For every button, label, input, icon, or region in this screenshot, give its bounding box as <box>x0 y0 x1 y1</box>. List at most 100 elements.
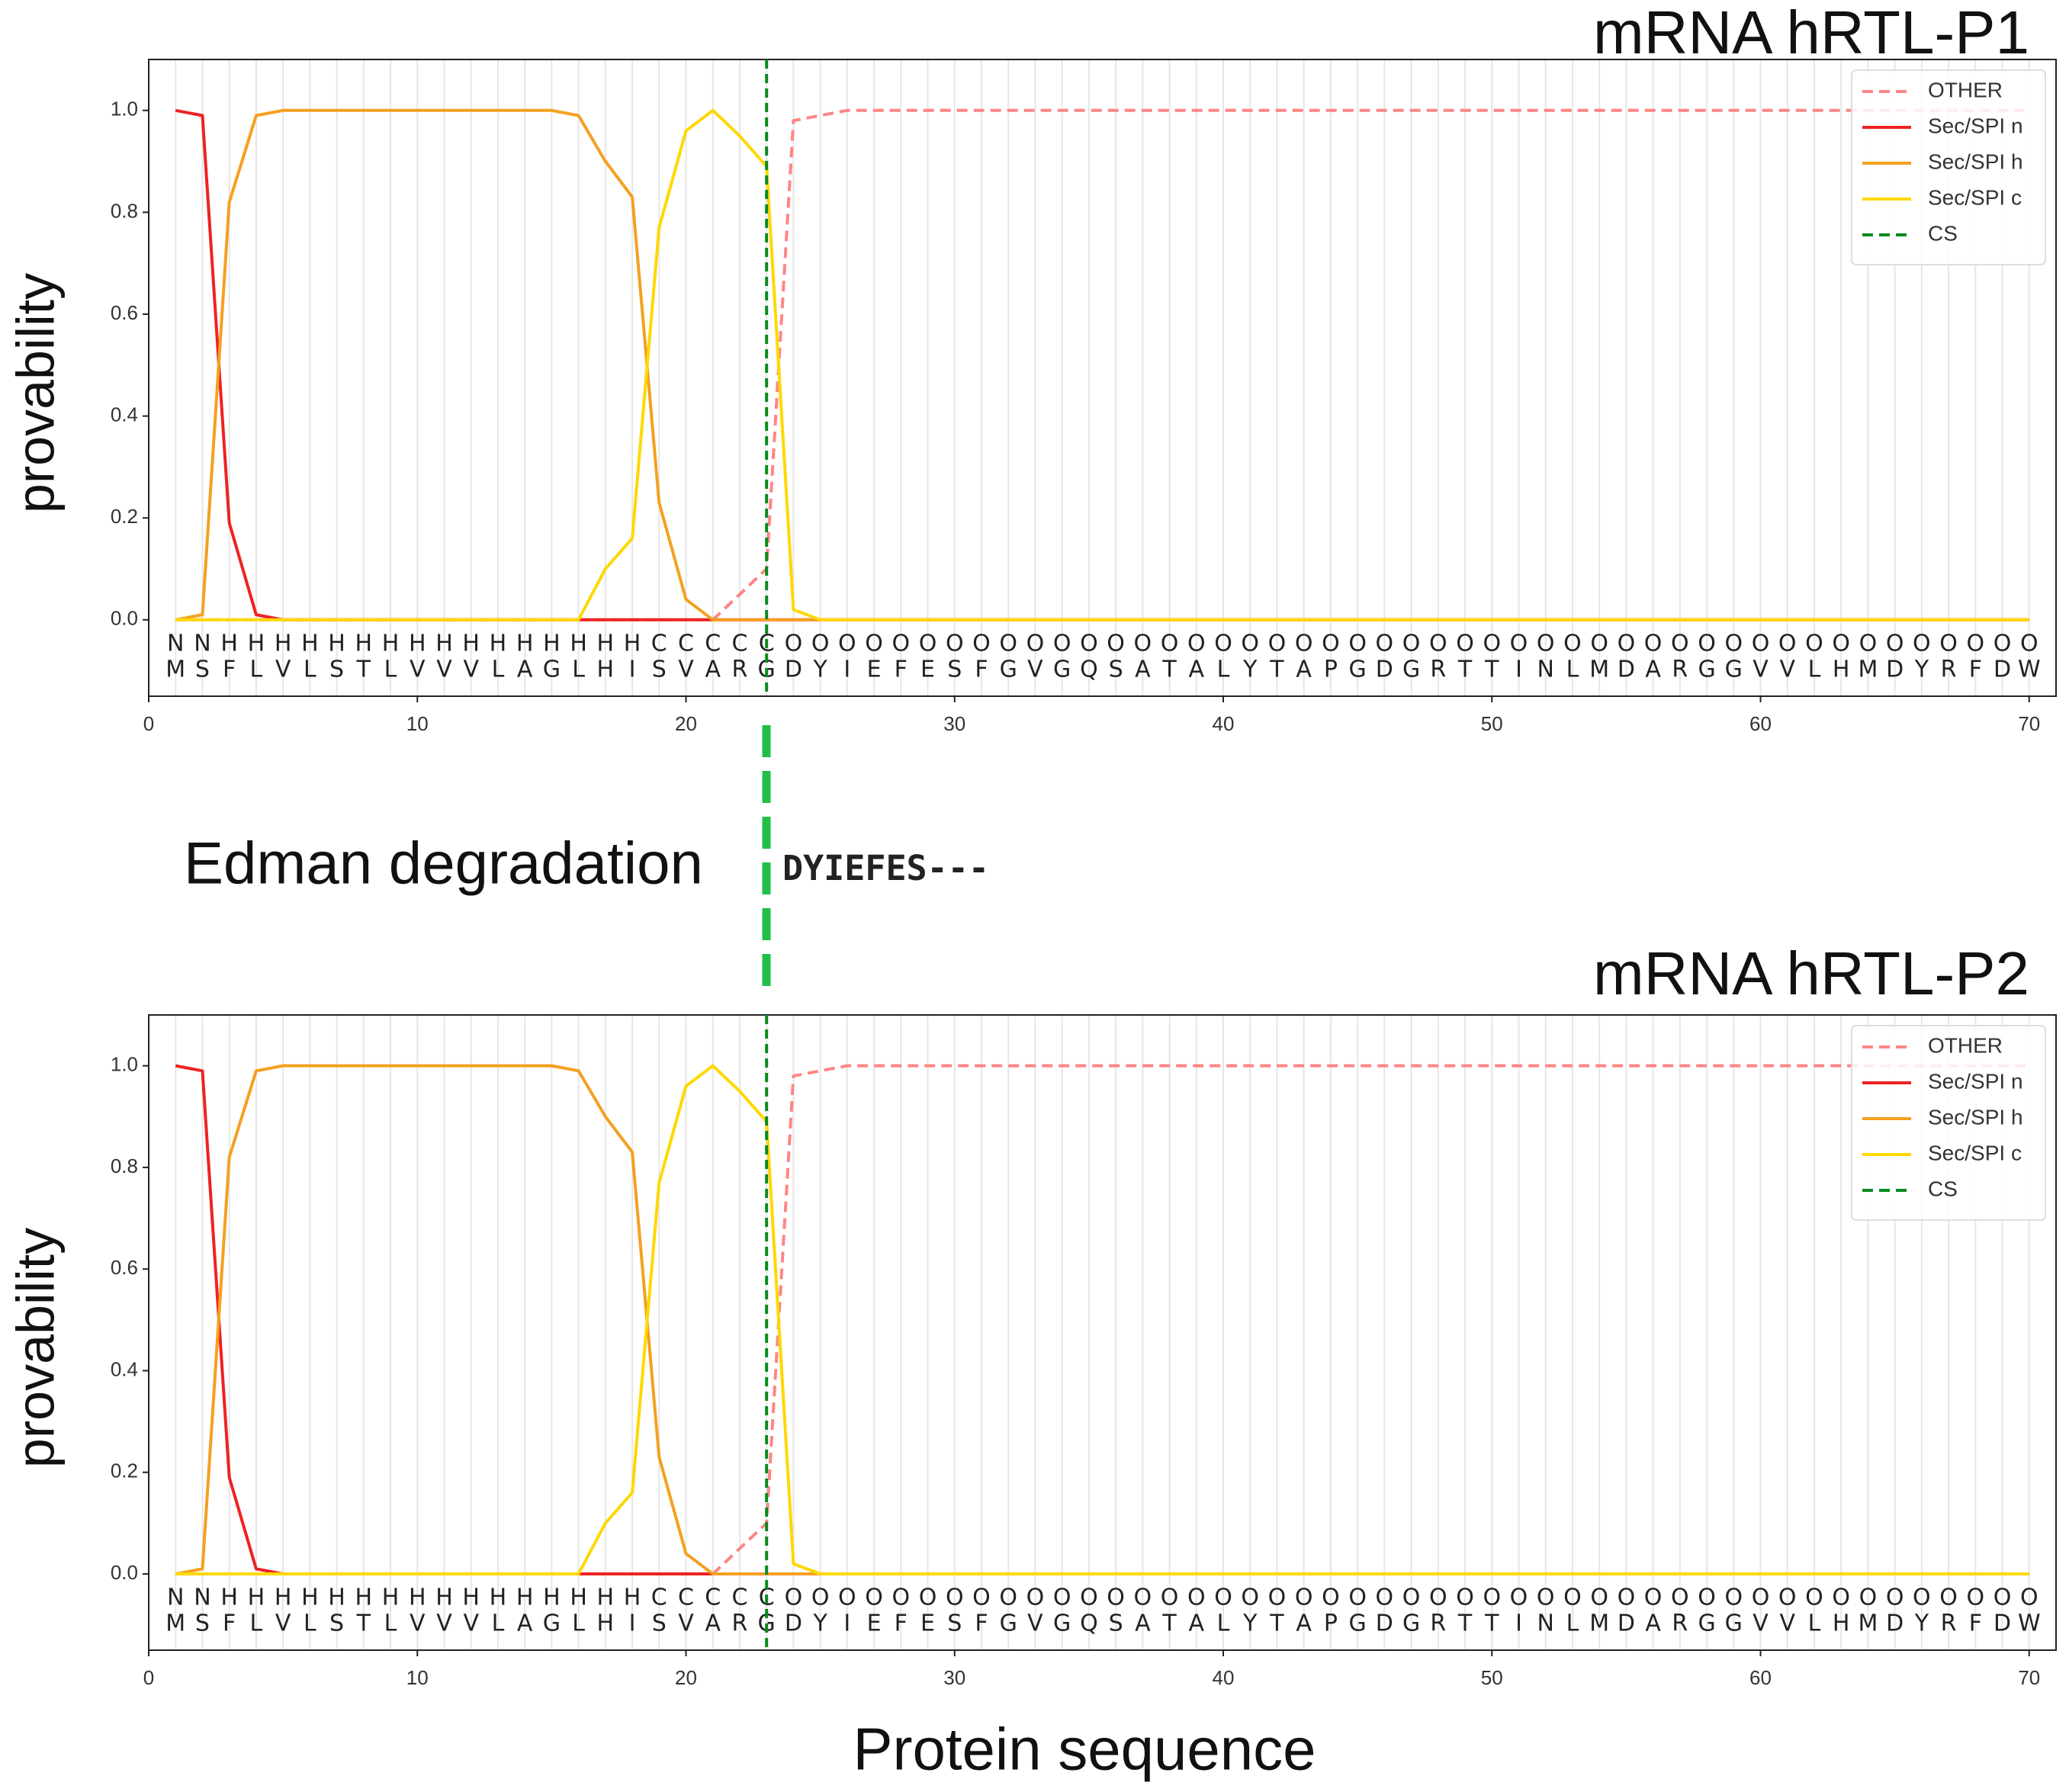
region-label: H <box>543 630 561 657</box>
legend-label: Sec/SPI h <box>1928 1105 2023 1129</box>
residue-label: Y <box>1242 1611 1258 1637</box>
region-label: O <box>946 1585 964 1611</box>
region-label: O <box>1805 1585 1823 1611</box>
residue-label: M <box>1589 656 1609 682</box>
region-label: O <box>1939 1585 1958 1611</box>
legend-box <box>1851 1025 2046 1221</box>
region-label: H <box>435 630 453 657</box>
region-label: O <box>1967 630 1985 657</box>
residue-label: R <box>1941 1611 1957 1637</box>
region-label: C <box>731 1585 747 1611</box>
region-label: H <box>275 630 292 657</box>
region-label: H <box>220 1585 238 1611</box>
region-label: O <box>1671 1585 1689 1611</box>
region-label: N <box>194 630 210 657</box>
residue-label: R <box>732 656 748 682</box>
residue-label: V <box>1027 1611 1043 1637</box>
y-tick-label: 0.8 <box>111 1155 138 1177</box>
residue-label: I <box>629 656 636 682</box>
residue-label: E <box>867 656 882 682</box>
region-label: O <box>1348 630 1367 657</box>
region-label: O <box>1483 630 1501 657</box>
legend-label: Sec/SPI c <box>1928 1141 2022 1164</box>
residue-label: A <box>705 656 721 682</box>
region-label: C <box>678 1585 694 1611</box>
region-label: O <box>1537 1585 1555 1611</box>
residue-label: H <box>597 656 615 682</box>
region-label: O <box>1563 1585 1582 1611</box>
residue-label: A <box>1296 656 1312 682</box>
residue-label: A <box>1135 656 1151 682</box>
residue-label: F <box>1969 656 1982 682</box>
residue-label: L <box>1808 656 1821 682</box>
chart-title: mRNA hRTL-P2 <box>1593 939 2029 1007</box>
x-tick-label: 10 <box>406 712 429 735</box>
residue-label: G <box>1402 656 1420 682</box>
region-label: H <box>462 630 480 657</box>
residue-label: D <box>785 1611 802 1637</box>
region-label: O <box>1698 1585 1716 1611</box>
region-label: H <box>301 630 319 657</box>
region-label: H <box>301 1585 319 1611</box>
residue-label: I <box>629 1611 636 1637</box>
region-label: O <box>1214 1585 1232 1611</box>
region-label: O <box>838 1585 856 1611</box>
residue-label: G <box>1000 656 1017 682</box>
region-label: O <box>838 630 856 657</box>
residue-label: L <box>572 656 585 682</box>
residue-label: G <box>1725 1611 1743 1637</box>
residue-label: I <box>1515 1611 1522 1637</box>
y-axis-label: provability <box>5 1228 65 1468</box>
residue-label: D <box>1886 656 1904 682</box>
residue-label: G <box>1725 656 1743 682</box>
y-tick-label: 0.0 <box>111 607 138 630</box>
residue-label: M <box>1589 1611 1609 1637</box>
region-label: O <box>1187 1585 1206 1611</box>
residue-label: F <box>895 1611 908 1637</box>
region-label: O <box>1994 1585 2012 1611</box>
region-label: O <box>1080 1585 1098 1611</box>
legend-label: Sec/SPI n <box>1928 1069 2023 1093</box>
x-tick-label: 10 <box>406 1666 429 1689</box>
residue-label: V <box>463 656 479 682</box>
residue-label: T <box>356 1611 371 1637</box>
region-label: O <box>1537 630 1555 657</box>
region-label: O <box>811 630 830 657</box>
residue-label: S <box>1109 1611 1123 1637</box>
region-label: O <box>972 630 991 657</box>
region-label: O <box>1886 1585 1904 1611</box>
region-label: H <box>543 1585 561 1611</box>
region-label: O <box>1026 1585 1045 1611</box>
region-label: O <box>1348 1585 1367 1611</box>
region-label: O <box>1483 1585 1501 1611</box>
region-label: O <box>1187 630 1206 657</box>
region-label: O <box>865 630 883 657</box>
residue-label: N <box>1537 656 1553 682</box>
region-label: O <box>1161 630 1179 657</box>
series-line <box>175 1064 2029 1576</box>
region-label: O <box>1967 1585 1985 1611</box>
region-label: O <box>1376 630 1394 657</box>
x-tick-label: 40 <box>1213 712 1235 735</box>
region-label: H <box>597 630 615 657</box>
residue-label: R <box>1941 656 1957 682</box>
residue-label: V <box>1027 656 1043 682</box>
residue-label: Q <box>1080 1611 1098 1637</box>
region-label: O <box>1618 630 1636 657</box>
region-label: O <box>811 1585 830 1611</box>
region-label: O <box>1618 1585 1636 1611</box>
residue-label: A <box>1645 656 1661 682</box>
residue-label: S <box>652 1611 667 1637</box>
residue-label: V <box>1753 656 1769 682</box>
residue-label: D <box>1886 1611 1904 1637</box>
region-label: H <box>382 1585 400 1611</box>
region-label: O <box>1134 1585 1152 1611</box>
residue-label: G <box>1402 1611 1420 1637</box>
residue-label: D <box>1376 656 1393 682</box>
x-tick-label: 60 <box>1749 712 1772 735</box>
series-line <box>175 108 2029 621</box>
region-label: O <box>1778 630 1797 657</box>
region-label: O <box>1859 1585 1878 1611</box>
residue-label: A <box>1189 1611 1205 1637</box>
region-label: O <box>785 1585 803 1611</box>
